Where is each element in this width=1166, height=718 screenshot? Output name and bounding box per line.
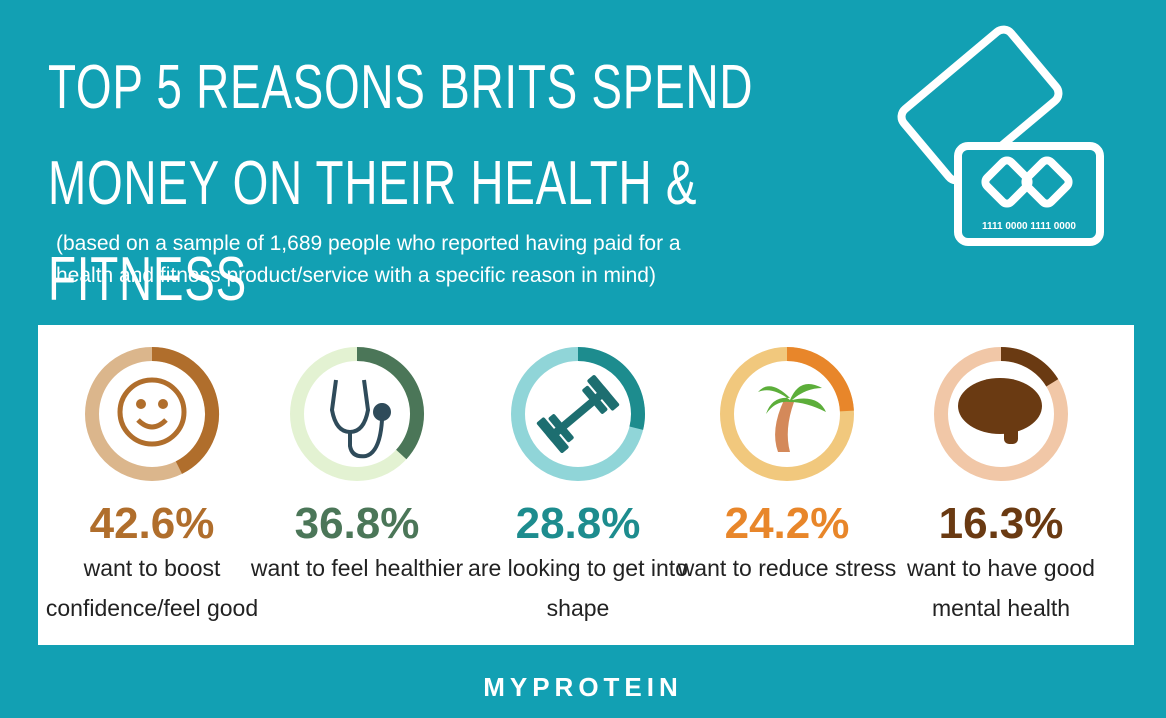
card-number: 1111 0000 1111 0000 — [982, 221, 1076, 232]
stethoscope-icon — [329, 379, 391, 459]
brain-icon — [958, 378, 1042, 444]
description: want to reduce stress — [677, 555, 897, 581]
description: are looking to get into shape — [468, 555, 688, 621]
value-label: 36.8% — [295, 499, 420, 548]
description: want to have good mental health — [907, 555, 1095, 621]
icons — [117, 375, 1042, 459]
dumbbell-icon — [536, 375, 620, 453]
palm-icon — [758, 384, 826, 452]
brand: MYPROTEIN — [483, 672, 683, 702]
card-icon: 1111 0000 1111 0000 — [897, 25, 1104, 246]
smiley-icon — [117, 377, 187, 447]
description: want to boost confidence/feel good — [45, 555, 259, 621]
ring-arc — [151, 347, 219, 474]
ring-arc — [577, 347, 645, 430]
title: TOP 5 REASONS BRITS SPEND MONEY ON THEIR… — [48, 53, 754, 314]
ring-arc — [356, 347, 424, 460]
subtitle: (based on a sample of 1,689 people who r… — [56, 232, 681, 287]
value-label: 42.6% — [90, 499, 215, 548]
description: want to feel healthier — [250, 555, 464, 581]
ring-arc — [786, 347, 854, 412]
value-label: 16.3% — [939, 499, 1064, 548]
value-label: 28.8% — [516, 499, 641, 548]
value-label: 24.2% — [725, 499, 850, 548]
ring-arc — [1000, 347, 1059, 387]
